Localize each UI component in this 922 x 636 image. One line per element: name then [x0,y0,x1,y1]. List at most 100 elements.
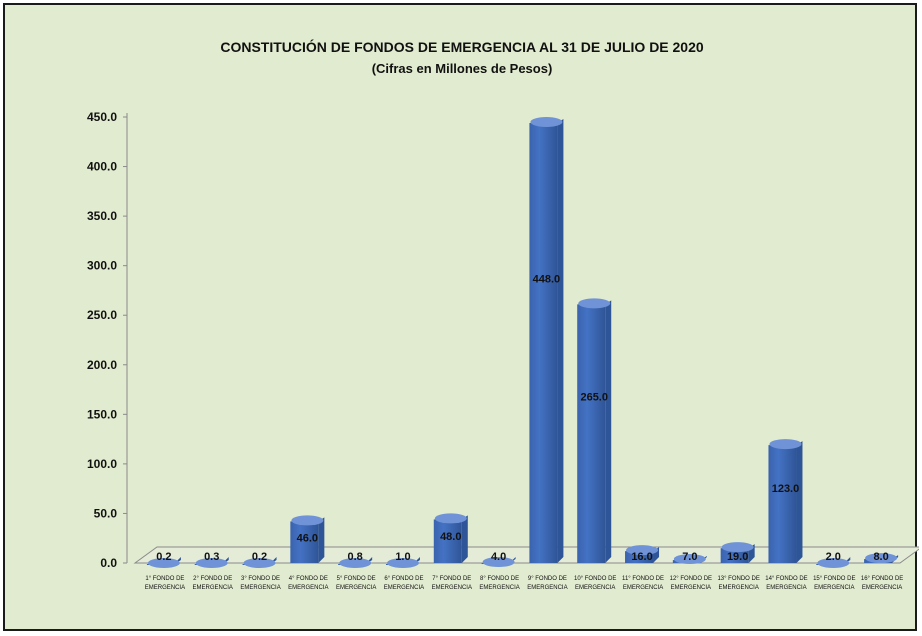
bar-top [769,439,802,450]
y-tick-label: 250.0 [87,308,117,322]
x-tick-label: 1° FONDO DE [145,576,184,582]
y-tick-label: 350.0 [87,209,117,223]
bar [577,298,612,563]
bar-side [461,515,468,563]
x-tick-label: 3° FONDO DE [241,576,280,582]
x-tick-label: 13° FONDO DE [717,576,759,582]
bar-top [482,557,515,568]
x-tick-label: 9° FONDO DE [528,576,567,582]
bar [529,116,564,563]
bar-top [865,553,898,564]
bar-side [605,300,612,563]
labels-layer: 0.2 1° FONDO DE EMERGENCIA 0.3 2° FONDO DE EM… [145,273,904,591]
x-tick-label: EMERGENCIA [527,585,567,591]
bar [481,557,516,568]
x-tick-label: EMERGENCIA [288,585,328,591]
y-tick-label: 100.0 [87,457,117,471]
x-tick-label: 15° FONDO DE [813,576,855,582]
data-label: 46.0 [297,532,318,544]
data-label: 0.2 [156,551,171,563]
bar [194,557,229,568]
data-label: 19.0 [727,551,748,563]
bar-front [529,122,558,563]
bar [864,553,899,564]
data-label: 1.0 [395,551,410,563]
bar-chart: CONSTITUCIÓN DE FONDOS DE EMERGENCIA AL … [87,38,919,591]
bar-top [721,542,754,553]
bar-front [625,551,654,563]
x-tick-label: 11° FONDO DE [622,576,664,582]
chart-title: CONSTITUCIÓN DE FONDOS DE EMERGENCIA AL … [220,38,704,55]
bar [720,542,755,563]
x-tick-label: 16° FONDO DE [861,576,903,582]
chart-subtitle: (Cifras en Millones de Pesos) [372,61,553,76]
bar [242,557,277,568]
x-tick-label: EMERGENCIA [766,585,806,591]
data-label: 4.0 [491,551,506,563]
x-tick-label: EMERGENCIA [384,585,424,591]
bar-side [318,517,325,563]
x-tick-label: 12° FONDO DE [670,576,712,582]
bar-side [796,441,803,563]
bar-top [578,298,611,309]
data-label: 0.8 [348,551,363,563]
bar-top [291,515,324,526]
y-tick-label: 0.0 [100,556,117,570]
bar-top [673,554,706,565]
bar-top [339,558,372,568]
x-tick-label: 5° FONDO DE [337,576,376,582]
bar [768,439,803,563]
bar-top [147,558,180,568]
x-tick-label: 10° FONDO DE [574,576,616,582]
bar-top [626,545,659,556]
x-tick-label: 8° FONDO DE [480,576,519,582]
x-tick-label: 14° FONDO DE [765,576,807,582]
x-tick-label: EMERGENCIA [432,585,472,591]
bar-top [817,558,850,568]
x-tick-label: EMERGENCIA [814,585,854,591]
bar-top [195,558,228,568]
data-label: 7.0 [682,551,697,563]
bar [625,545,660,563]
x-tick-label: 4° FONDO DE [289,576,328,582]
y-tick-label: 400.0 [87,160,117,174]
x-tick-label: EMERGENCIA [336,585,376,591]
bar [338,557,373,568]
chart-area: CONSTITUCIÓN DE FONDOS DE EMERGENCIA AL … [3,3,919,631]
bar-front [290,521,319,563]
x-tick-label: EMERGENCIA [240,585,280,591]
x-tick-label: EMERGENCIA [671,585,711,591]
bars-layer [146,116,899,568]
data-label: 48.0 [440,531,461,543]
data-label: 2.0 [826,551,841,563]
bar [146,557,181,568]
x-tick-label: EMERGENCIA [718,585,758,591]
bar [290,515,325,563]
data-label: 16.0 [631,551,652,563]
bar-front [433,519,462,563]
data-label: 265.0 [580,391,608,403]
data-label: 8.0 [873,551,888,563]
data-label: 0.2 [252,551,267,563]
bar-top [530,116,563,127]
x-tick-label: EMERGENCIA [575,585,615,591]
data-label: 123.0 [772,483,800,495]
bar [816,557,851,568]
bar-top [386,558,419,568]
bar-side [557,118,564,563]
bar [672,554,707,565]
bar [433,513,468,563]
bar-top [434,513,467,524]
x-tick-label: EMERGENCIA [145,585,185,591]
x-tick-label: EMERGENCIA [862,585,902,591]
bar-front [768,445,797,563]
y-tick-label: 300.0 [87,259,117,273]
x-tick-label: 2° FONDO DE [193,576,232,582]
x-tick-label: 6° FONDO DE [384,576,423,582]
y-tick-label: 200.0 [87,358,117,372]
data-label: 448.0 [533,273,561,285]
x-tick-label: EMERGENCIA [479,585,519,591]
y-tick-label: 450.0 [87,110,117,124]
bar-front [577,304,606,563]
x-tick-label: 7° FONDO DE [432,576,471,582]
